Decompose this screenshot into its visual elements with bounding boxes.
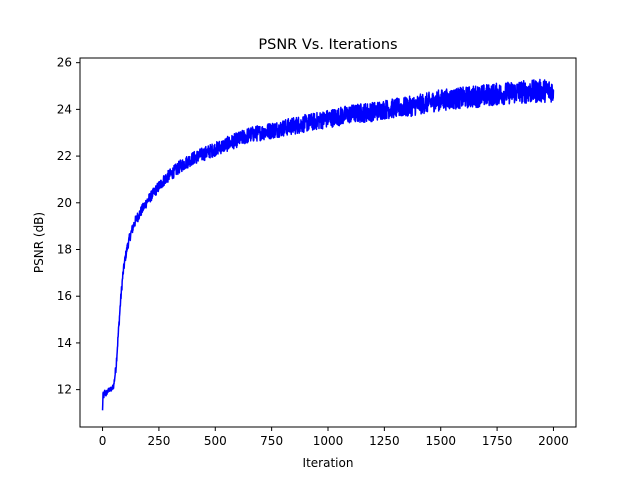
y-tick-label: 20 (57, 196, 72, 210)
y-tick-label: 24 (57, 102, 72, 116)
x-tick-label: 1000 (313, 434, 344, 448)
y-tick-label: 14 (57, 336, 72, 350)
x-axis-label: Iteration (303, 456, 354, 470)
plot-frame (79, 57, 577, 428)
chart-title: PSNR Vs. Iterations (258, 37, 397, 53)
y-tick-label: 12 (57, 383, 72, 397)
x-tick-label: 2000 (538, 434, 569, 448)
x-tick-label: 250 (147, 434, 170, 448)
x-tick-label: 1250 (369, 434, 400, 448)
x-tick-label: 0 (99, 434, 107, 448)
x-tick-label: 1750 (482, 434, 513, 448)
y-tick-label: 26 (57, 56, 72, 70)
y-axis-label: PSNR (dB) (32, 212, 46, 273)
y-axis-ticks: 12 14 16 18 20 22 24 26 (57, 56, 80, 397)
plot-area (101, 78, 555, 411)
x-tick-label: 500 (204, 434, 227, 448)
x-tick-label: 1500 (425, 434, 456, 448)
x-axis-ticks: 0 250 500 750 1000 1250 1500 1750 2000 (99, 427, 569, 448)
series-line (101, 78, 555, 411)
y-tick-label: 18 (57, 243, 72, 257)
y-tick-label: 16 (57, 289, 72, 303)
x-tick-label: 750 (260, 434, 283, 448)
y-tick-label: 22 (57, 149, 72, 163)
